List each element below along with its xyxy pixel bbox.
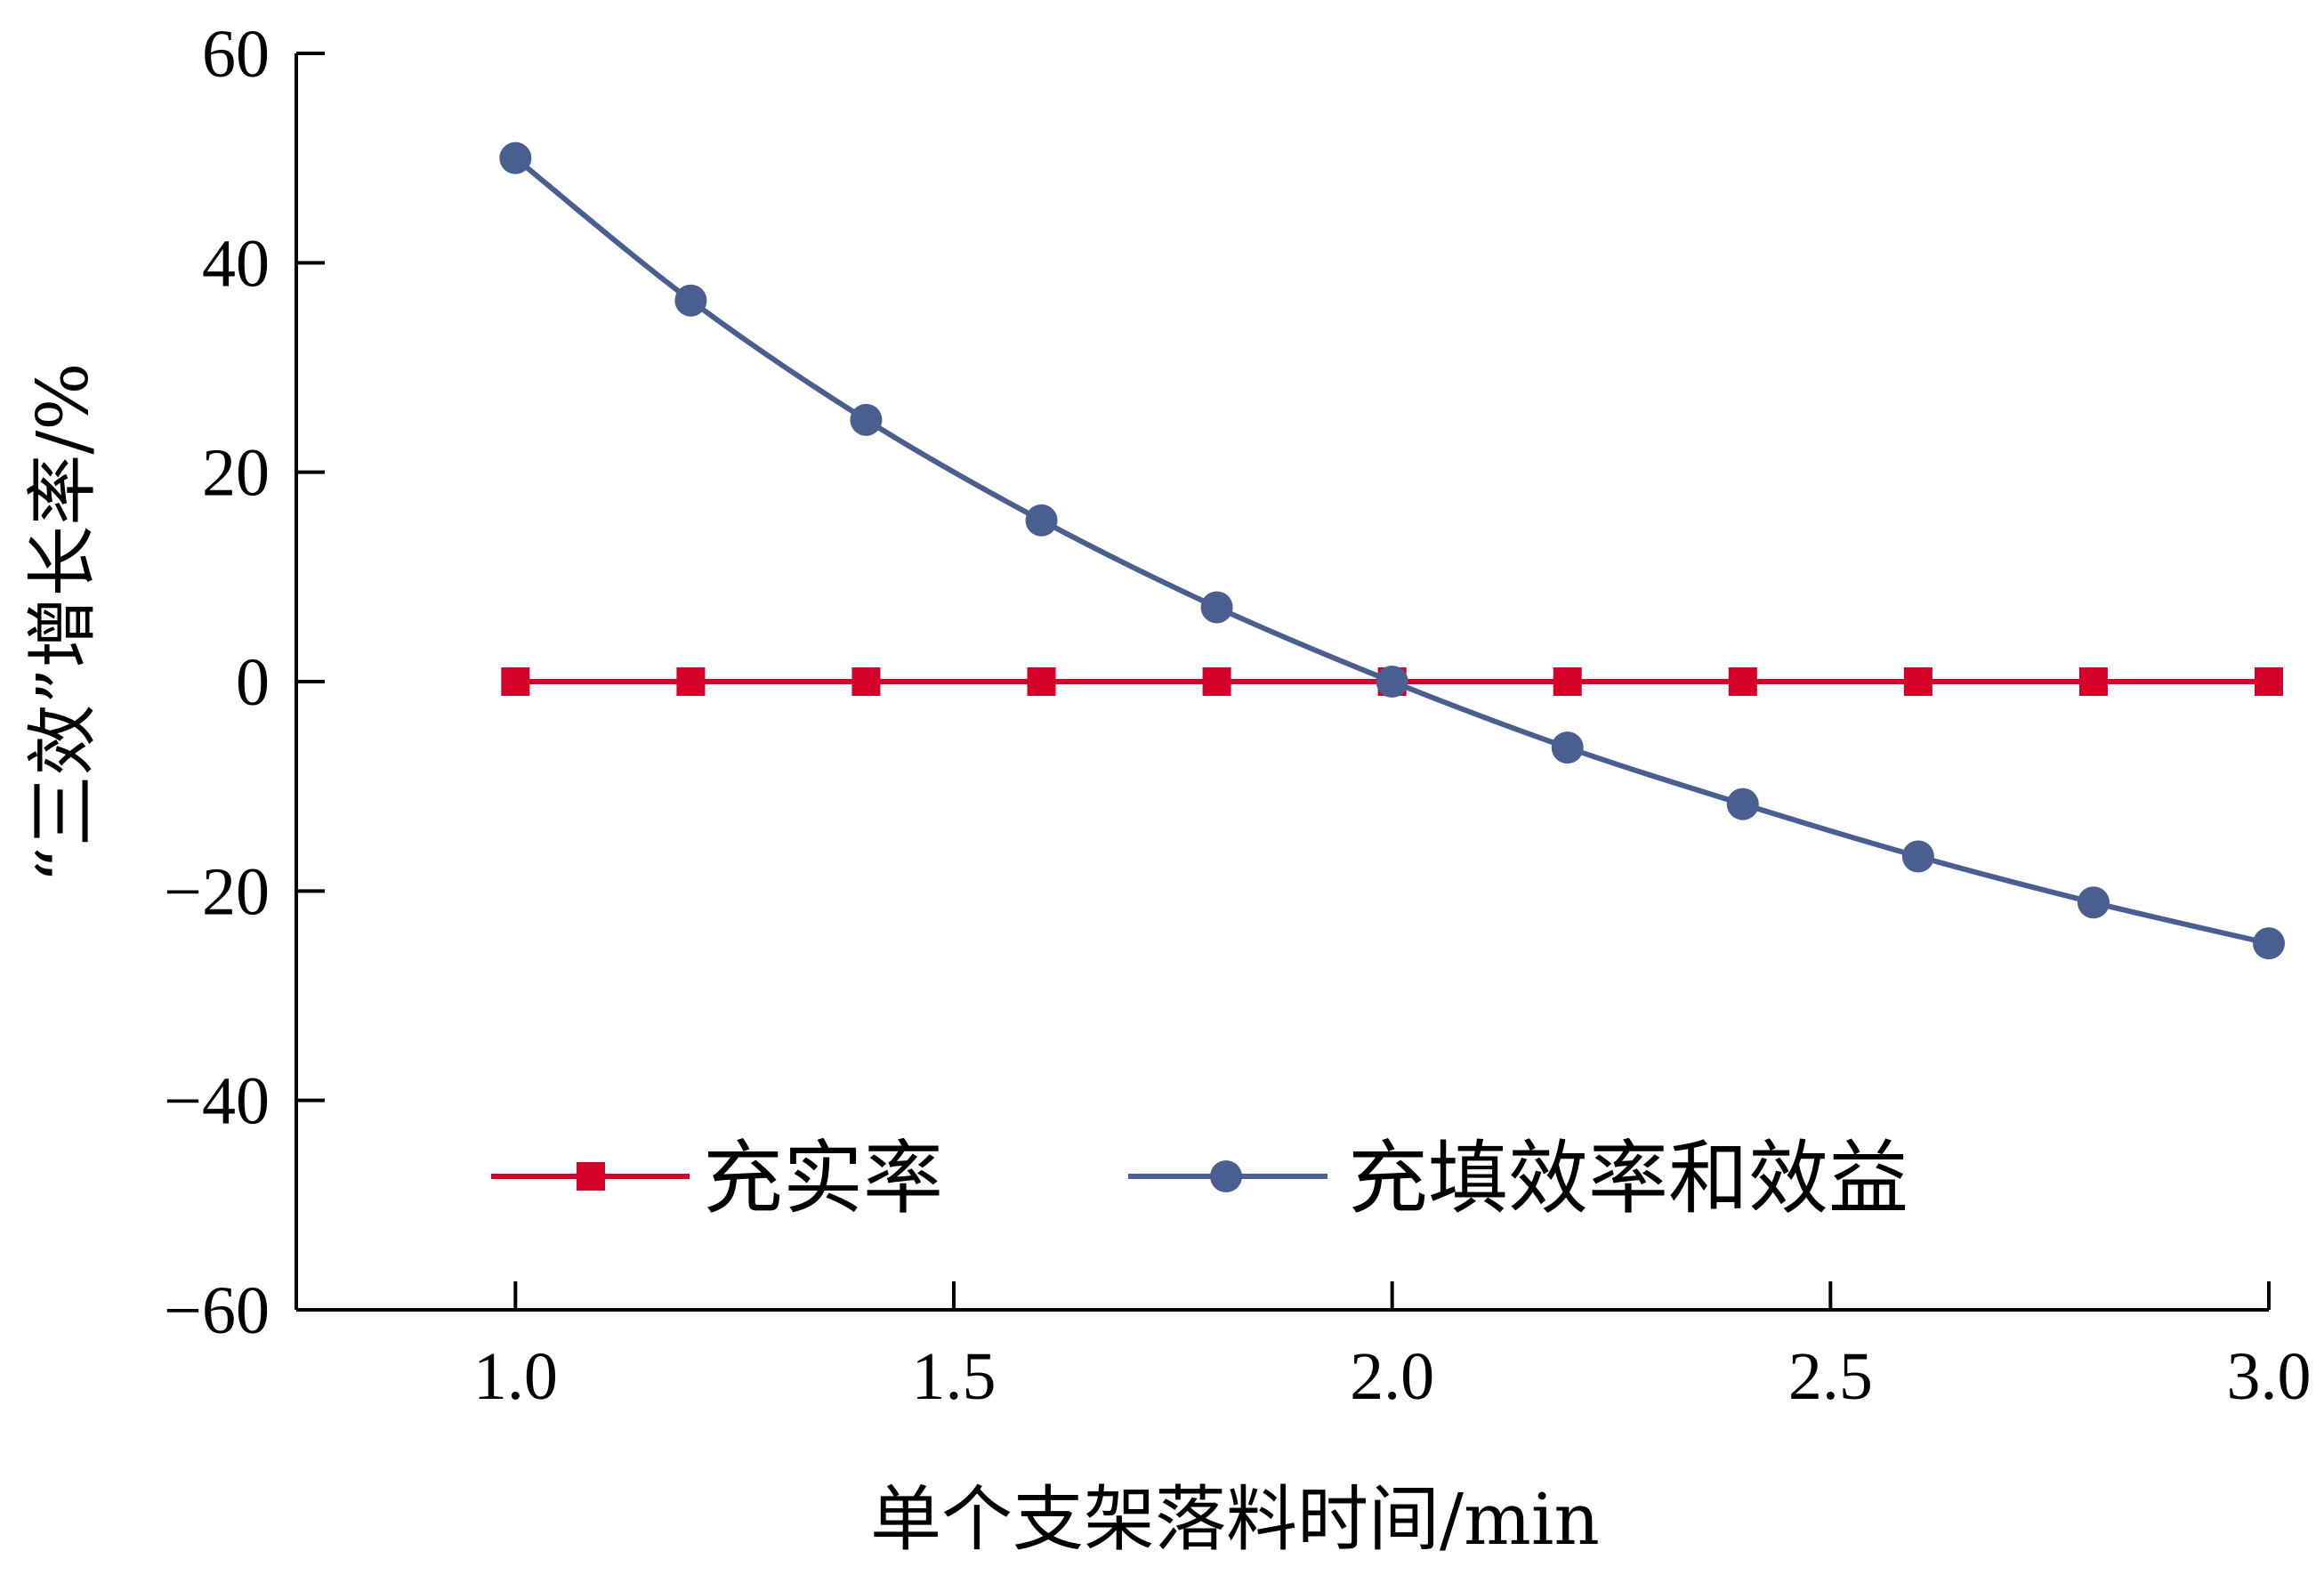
legend: 充实率 充填效率和效益	[491, 1132, 1908, 1225]
y-tick-label: 60	[202, 17, 270, 92]
series-line-2	[513, 156, 2270, 947]
x-tick-label: 1.5	[912, 1339, 997, 1414]
y-tick-label: 0	[236, 645, 270, 720]
legend-label-series-2: 充填效率和效益	[1348, 1132, 1908, 1225]
data-point-square	[1027, 667, 1056, 696]
data-point-square	[1728, 667, 1757, 696]
data-point-circle	[1726, 788, 1759, 820]
y-ticks: 60 40 20 0 −20 −40 −60	[164, 17, 325, 1348]
data-point-circle	[1376, 666, 1408, 698]
data-point-circle	[1901, 840, 1934, 873]
data-point-square	[1903, 667, 1933, 696]
y-tick-label: −20	[164, 854, 270, 929]
data-point-square	[1553, 667, 1582, 696]
x-axis-title: 单个支架落料时间/min	[870, 1478, 1600, 1561]
data-point-circle	[850, 403, 883, 436]
y-axis-title: “三效”增长率/%	[21, 363, 104, 884]
x-tick-label: 1.0	[473, 1339, 558, 1414]
data-point-square	[2255, 667, 2283, 696]
legend-marker-square	[577, 1162, 605, 1191]
x-tick-label: 2.5	[1788, 1339, 1873, 1414]
data-point-circle	[2253, 927, 2285, 960]
x-tick-label: 3.0	[2227, 1339, 2312, 1414]
x-tick-label: 2.0	[1350, 1339, 1434, 1414]
data-point-circle	[1551, 731, 1584, 764]
data-point-square	[851, 667, 881, 696]
data-point-square	[501, 667, 530, 696]
data-point-circle	[1200, 591, 1233, 624]
legend-label-series-1: 充实率	[703, 1132, 943, 1225]
x-ticks: 1.0 1.5 2.0 2.5 3.0	[473, 1281, 2312, 1414]
y-tick-label: −40	[164, 1064, 270, 1139]
legend-item-series-1: 充实率	[491, 1132, 943, 1225]
data-point-circle	[1025, 504, 1058, 537]
y-tick-label: 20	[202, 436, 270, 511]
data-point-circle	[674, 284, 707, 317]
y-tick-label: 40	[202, 226, 270, 301]
series-2	[499, 141, 2285, 960]
legend-item-series-2: 充填效率和效益	[1128, 1132, 1908, 1225]
data-point-square	[1202, 667, 1231, 696]
series-layer	[499, 141, 2285, 960]
data-point-circle	[2077, 886, 2110, 919]
y-tick-label: −60	[164, 1273, 270, 1348]
data-point-square	[676, 667, 706, 696]
data-point-circle	[499, 141, 532, 174]
legend-marker-circle	[1210, 1160, 1242, 1192]
data-point-square	[2078, 667, 2108, 696]
